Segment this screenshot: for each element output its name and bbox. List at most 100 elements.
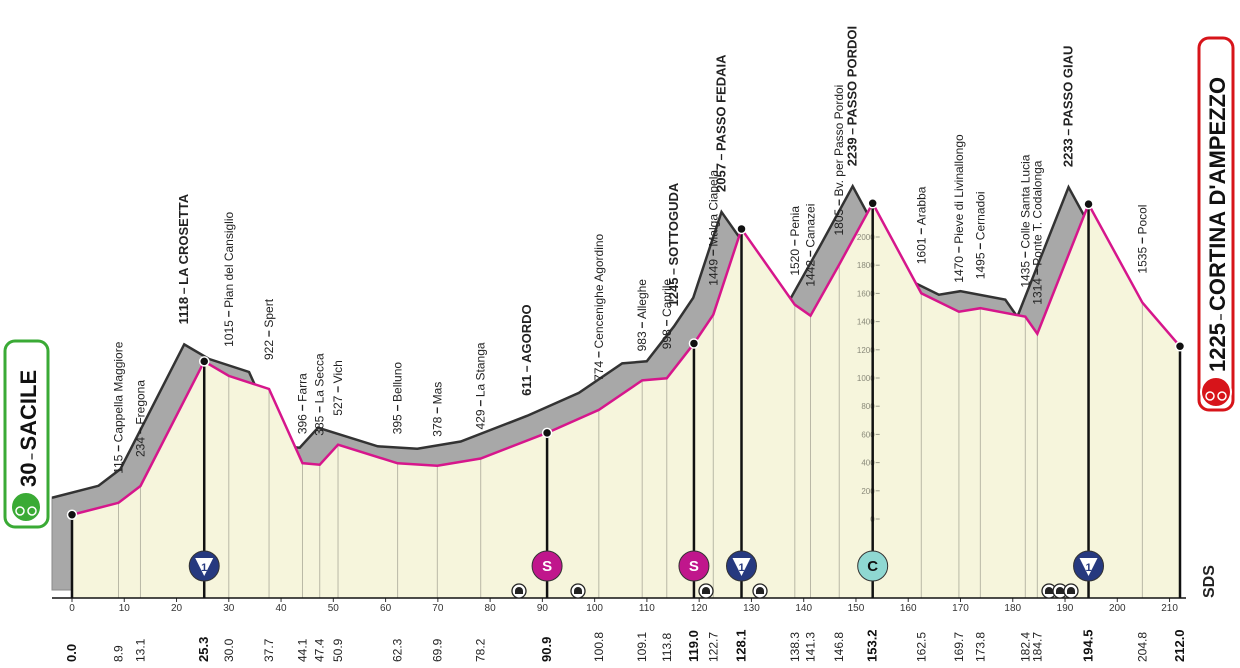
point-label: 1442 Canazei: [803, 204, 817, 287]
point-label-name: La Secca: [313, 353, 327, 403]
start-icon-wheel: [27, 506, 37, 516]
y-tick-label: 400: [861, 459, 875, 468]
km-label-text: 153.2: [865, 629, 880, 662]
km-label: 194.5: [1081, 629, 1096, 662]
km-label: 212.0: [1172, 629, 1187, 662]
point-label: 115 Cappella Maggiore: [112, 341, 126, 474]
km-label-text: 100.8: [592, 632, 606, 662]
point-label-name: Alleghe: [635, 279, 649, 319]
x-tick-label: 200: [1109, 603, 1126, 614]
point-label-name: PASSO FEDAIA: [714, 54, 729, 151]
km-label-text: 141.3: [803, 632, 817, 662]
km-label-text: 50.9: [331, 638, 345, 662]
point-label-altitude: 1245: [666, 278, 681, 307]
point-label: 1245 SOTTOGUDA: [666, 182, 681, 306]
relief-ridge: [51, 183, 1161, 499]
km-label: 162.5: [914, 632, 928, 662]
point-label-altitude: 395: [391, 414, 405, 434]
point-label-altitude: 1470: [952, 256, 966, 283]
x-tick-label: 190: [1057, 603, 1074, 614]
point-label-altitude: 429: [474, 409, 488, 429]
x-tick-label: 110: [639, 603, 655, 614]
finish-icon-wheel: [1217, 391, 1227, 401]
km-label-text: 122.7: [706, 632, 720, 662]
km-label: 30.0: [222, 638, 236, 662]
point-label: 378 Mas: [430, 382, 444, 437]
point-label-altitude: 2239: [845, 137, 860, 166]
point-label-name: La Stanga: [474, 342, 488, 397]
km-label: 119.0: [686, 630, 701, 662]
point-label-altitude: 1314: [1030, 278, 1044, 305]
badge-label: S: [689, 558, 699, 575]
point-label: 527 Vich: [331, 360, 345, 415]
point-label: 1535 Pocol: [1135, 205, 1149, 274]
km-label-text: 37.7: [262, 638, 276, 662]
point-label-altitude: 396: [295, 414, 309, 434]
km-label: 62.3: [391, 638, 405, 662]
point-label: 922 Spert: [262, 298, 276, 360]
tunnel-arch: [515, 587, 523, 594]
point-label-name: SOTTOGUDA: [666, 182, 681, 265]
point-label-altitude: 2057: [714, 163, 729, 192]
km-label: 153.2: [865, 629, 880, 662]
x-tick-label: 0: [69, 603, 75, 614]
point-label-name: Pocol: [1135, 205, 1149, 235]
point-label: 396 Farra: [295, 373, 309, 434]
point-label-altitude: 922: [262, 340, 276, 360]
km-label-text: 184.7: [1030, 632, 1044, 662]
start-label: 30 SACILE: [16, 370, 41, 487]
km-label-text: 69.9: [430, 638, 444, 662]
point-label-name: Colle Santa Lucia: [1018, 154, 1032, 248]
logo: SDS: [1201, 565, 1218, 598]
key-point: [688, 338, 700, 349]
finish-label-altitude: 1225: [1205, 323, 1230, 372]
y-tick-label: 200: [861, 487, 875, 496]
finish-label-name: CORTINA D'AMPEZZO: [1205, 77, 1230, 311]
point-label-altitude: 1601: [914, 237, 928, 264]
key-point: [1083, 198, 1094, 210]
point-label-name: Vich: [331, 360, 345, 383]
point-label: 1118 LA CROSETTA: [176, 193, 191, 324]
y-tick-label: 1200: [857, 346, 875, 355]
x-tick-label: 10: [119, 603, 131, 614]
point-label: 1495 Cernadoi: [973, 191, 987, 279]
y-tick-label: 2000: [857, 233, 875, 242]
point-label-altitude: 774: [592, 361, 606, 381]
point-label: 2057 PASSO FEDAIA: [714, 54, 729, 192]
km-label: 78.2: [474, 638, 488, 662]
badge-triangle: [732, 558, 751, 576]
point-label-name: Canazei: [803, 204, 817, 248]
y-tick-label: 600: [861, 430, 875, 439]
tunnel-arch: [702, 587, 710, 594]
km-label-text: 119.0: [686, 630, 701, 662]
km-label: 47.4: [313, 638, 327, 662]
km-label-text: 146.8: [832, 632, 846, 662]
km-label: 69.9: [430, 638, 444, 662]
km-label: 8.9: [112, 645, 126, 662]
km-label-text: 47.4: [313, 638, 327, 662]
point-label: 1601 Arabba: [914, 186, 928, 264]
point-label-name: Fregona: [133, 380, 147, 425]
point-label-altitude: 983: [635, 331, 649, 351]
tunnel-arch: [574, 587, 582, 594]
point-label-name: Ponte T. Codalonga: [1030, 160, 1044, 266]
point-label-name: PASSO PORDOI: [845, 26, 860, 125]
x-tick-label: 140: [795, 603, 812, 614]
km-label-text: 0.0: [64, 644, 79, 662]
finish-icon-wheel: [1205, 391, 1215, 401]
key-point: [867, 198, 878, 209]
point-label: 1015 Pian del Cansiglio: [222, 211, 236, 346]
point-label-altitude: 1435: [1018, 261, 1032, 288]
x-tick-label: 40: [275, 603, 287, 614]
point-label-name: Arabba: [914, 186, 928, 225]
start-icon-wheel: [15, 506, 25, 516]
km-label-text: 90.9: [539, 637, 554, 662]
start-label-altitude: 30: [16, 463, 41, 487]
point-label: 1449 Malga Ciapela: [706, 170, 720, 286]
point-label-name: Cappella Maggiore: [112, 341, 126, 442]
point-label: 2239 PASSO PORDOI: [845, 26, 860, 166]
point-label-altitude: 1805: [832, 208, 846, 235]
km-label-text: 162.5: [914, 632, 928, 662]
km-label-text: 173.8: [973, 632, 987, 662]
km-label: 182.4: [1018, 632, 1032, 662]
